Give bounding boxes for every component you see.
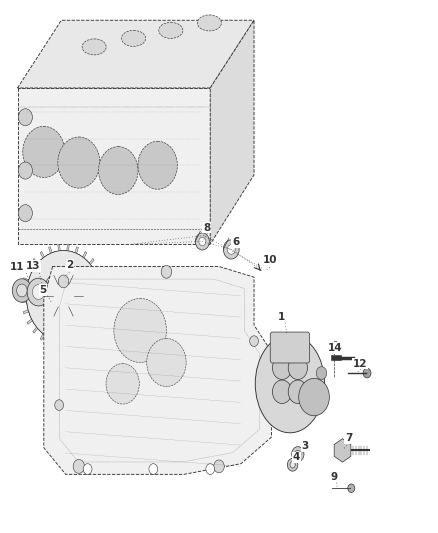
Circle shape [138, 141, 177, 189]
Text: 13: 13 [25, 261, 40, 271]
Circle shape [272, 356, 292, 379]
Circle shape [114, 298, 166, 362]
Circle shape [363, 368, 371, 378]
Polygon shape [21, 286, 27, 296]
Circle shape [58, 137, 100, 188]
Circle shape [18, 205, 32, 222]
Polygon shape [40, 252, 47, 261]
Circle shape [23, 126, 65, 177]
Polygon shape [18, 20, 254, 88]
Text: 11: 11 [10, 262, 25, 271]
Circle shape [316, 367, 327, 379]
Polygon shape [18, 88, 210, 244]
Polygon shape [23, 276, 30, 286]
Ellipse shape [255, 335, 325, 433]
Polygon shape [87, 324, 94, 333]
Polygon shape [210, 20, 254, 244]
Circle shape [18, 162, 32, 179]
Circle shape [288, 356, 307, 379]
Ellipse shape [121, 30, 145, 46]
Polygon shape [100, 286, 106, 296]
Circle shape [250, 336, 258, 346]
Polygon shape [27, 316, 35, 324]
Text: 3: 3 [302, 441, 309, 451]
Circle shape [290, 462, 295, 468]
Circle shape [227, 245, 235, 254]
Circle shape [18, 109, 32, 126]
Circle shape [161, 265, 172, 278]
Circle shape [295, 450, 301, 458]
Text: 2: 2 [67, 260, 74, 270]
Circle shape [147, 338, 186, 386]
Circle shape [199, 237, 206, 246]
Circle shape [55, 400, 64, 410]
Circle shape [287, 458, 298, 471]
Polygon shape [100, 296, 106, 306]
Text: 5: 5 [39, 285, 46, 295]
Polygon shape [64, 340, 72, 348]
Circle shape [58, 275, 69, 288]
Ellipse shape [197, 15, 221, 31]
Polygon shape [21, 296, 27, 306]
Polygon shape [72, 337, 80, 345]
Polygon shape [64, 244, 72, 252]
Circle shape [272, 380, 292, 403]
Polygon shape [92, 316, 100, 324]
Text: 12: 12 [353, 359, 367, 368]
Circle shape [17, 284, 27, 297]
Circle shape [316, 388, 327, 401]
FancyBboxPatch shape [270, 332, 310, 363]
Circle shape [26, 251, 101, 341]
Ellipse shape [82, 39, 106, 55]
Polygon shape [55, 244, 64, 252]
Text: 10: 10 [263, 255, 278, 265]
Circle shape [223, 240, 239, 259]
Text: 1: 1 [278, 312, 285, 321]
Circle shape [73, 459, 85, 473]
Circle shape [54, 284, 73, 308]
Circle shape [106, 364, 139, 404]
Circle shape [32, 285, 45, 300]
Polygon shape [97, 276, 104, 286]
Polygon shape [44, 266, 272, 474]
Circle shape [299, 378, 329, 416]
Polygon shape [47, 337, 55, 345]
Circle shape [195, 233, 209, 250]
Text: 4: 4 [293, 453, 300, 462]
Ellipse shape [159, 22, 183, 38]
Circle shape [149, 464, 158, 474]
Polygon shape [80, 252, 87, 261]
Polygon shape [72, 247, 80, 255]
Circle shape [27, 278, 50, 306]
Text: 6: 6 [232, 237, 239, 247]
Polygon shape [97, 306, 104, 316]
Circle shape [206, 464, 215, 474]
Polygon shape [33, 259, 40, 268]
Circle shape [83, 464, 92, 474]
Circle shape [348, 484, 355, 492]
Text: 9: 9 [330, 472, 337, 481]
Text: 7: 7 [345, 433, 352, 443]
Polygon shape [87, 259, 94, 268]
Circle shape [288, 380, 307, 403]
Polygon shape [27, 268, 35, 276]
Polygon shape [55, 340, 64, 348]
Circle shape [42, 270, 85, 321]
Text: 8: 8 [203, 223, 210, 232]
Circle shape [12, 279, 32, 302]
Polygon shape [47, 247, 55, 255]
Polygon shape [92, 268, 100, 276]
Text: 14: 14 [328, 343, 343, 353]
Polygon shape [33, 324, 40, 333]
Polygon shape [334, 439, 351, 462]
Polygon shape [40, 331, 47, 340]
Circle shape [292, 447, 304, 462]
Circle shape [214, 460, 224, 473]
Polygon shape [80, 331, 87, 340]
Polygon shape [23, 306, 30, 316]
Circle shape [99, 147, 138, 195]
